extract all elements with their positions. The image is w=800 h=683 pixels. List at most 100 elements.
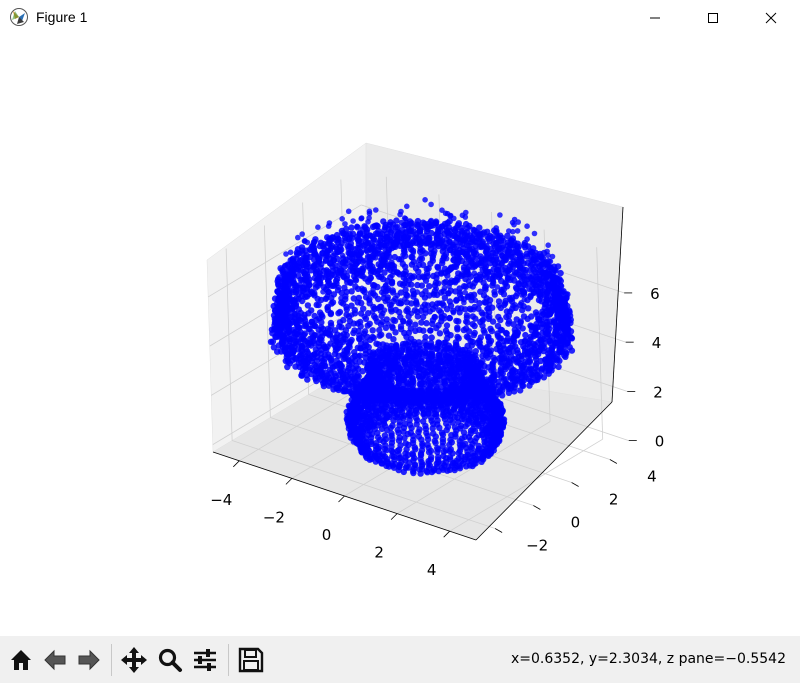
configure-subplots-button[interactable] (190, 645, 220, 675)
scatter-point (348, 302, 355, 309)
scatter-point (556, 347, 563, 354)
minimize-button[interactable] (626, 0, 684, 36)
scatter-point (480, 316, 486, 323)
save-icon (238, 647, 264, 673)
zoom-button[interactable] (155, 645, 185, 675)
scatter-point (428, 223, 435, 230)
scatter-point (391, 263, 398, 269)
scatter-point (311, 351, 318, 358)
scatter-point (485, 315, 492, 323)
scatter-point (418, 350, 426, 357)
scatter-point (479, 369, 487, 376)
grid-line (231, 440, 496, 529)
scatter-point (417, 403, 424, 410)
maximize-icon (708, 13, 718, 23)
scatter-point (344, 242, 351, 250)
scatter-point (374, 429, 381, 437)
scatter-point (397, 442, 404, 449)
scatter-point (313, 252, 320, 258)
maximize-button[interactable] (684, 0, 742, 36)
scatter-point (336, 272, 342, 279)
scatter-point (427, 327, 434, 334)
scatter-point (537, 277, 543, 283)
scatter-point (279, 343, 286, 350)
scatter-point (403, 277, 409, 283)
scatter-point (443, 388, 450, 395)
scatter-point (547, 258, 554, 265)
scatter-point (396, 434, 403, 441)
y-tick-mark (494, 528, 503, 533)
scatter-point (447, 212, 454, 219)
scatter-point (524, 359, 532, 366)
scatter-point (388, 302, 395, 308)
scatter-point (568, 347, 576, 354)
scatter-point (324, 248, 331, 255)
scatter-point (406, 318, 413, 326)
scatter-point (469, 450, 477, 457)
scatter-point (463, 234, 470, 241)
back-button[interactable] (40, 645, 70, 675)
scatter-point (281, 297, 288, 304)
scatter-point (434, 280, 442, 287)
scatter-point (303, 372, 311, 379)
y-tick-mark (609, 459, 618, 464)
scatter-point (402, 216, 409, 222)
scatter-point (499, 392, 506, 399)
scatter-point (462, 306, 469, 313)
scatter-point (346, 317, 354, 325)
scatter-point (482, 283, 490, 290)
scatter-point (494, 248, 500, 254)
scatter-point (407, 228, 413, 235)
save-button[interactable] (236, 645, 266, 675)
forward-button[interactable] (74, 645, 104, 675)
scatter-point (350, 257, 357, 264)
scatter-point (523, 250, 530, 257)
scatter-point (370, 254, 377, 261)
scatter-point (393, 398, 400, 405)
scatter-point (560, 335, 567, 342)
scatter-point (515, 219, 521, 225)
scatter-point (545, 242, 551, 248)
scatter-point (392, 387, 399, 394)
scatter-point (439, 207, 445, 213)
scatter-point (466, 222, 473, 230)
scatter-point (540, 288, 546, 294)
scatter-point (354, 427, 361, 434)
scatter-point (323, 295, 330, 301)
scatter-point (454, 326, 461, 333)
window-title: Figure 1 (36, 9, 88, 25)
scatter-point (524, 236, 530, 242)
scatter-point (474, 381, 481, 388)
scatter-point (267, 338, 275, 345)
scatter-point (471, 270, 478, 277)
grid-line (449, 438, 603, 532)
scatter-point (524, 223, 530, 229)
home-button[interactable] (6, 645, 36, 675)
y-tick-label: 2 (609, 491, 619, 509)
scatter-point (316, 315, 323, 322)
scatter-point (348, 288, 355, 295)
scatter-point (389, 272, 395, 279)
scatter-point (470, 264, 476, 271)
scatter-point (435, 233, 441, 240)
scatter-point (512, 381, 519, 388)
scatter-point (366, 297, 372, 304)
scatter-point (371, 357, 378, 365)
plot-canvas[interactable]: −4 −2 0 2 4 −2 0 2 4 0 2 4 6 (0, 36, 800, 636)
scatter-point (386, 413, 393, 420)
scatter-point (373, 340, 380, 347)
close-button[interactable] (742, 0, 800, 36)
grid-line (263, 225, 271, 418)
scatter-point (349, 312, 355, 318)
scatter-point (407, 221, 413, 227)
scatter-point (468, 259, 475, 265)
scatter-point (350, 218, 356, 224)
scatter-point (391, 317, 399, 324)
pan-button[interactable] (119, 645, 149, 675)
scatter-point (285, 325, 293, 333)
scatter-point (435, 339, 442, 346)
scatter-point (354, 299, 361, 306)
scatter-point (516, 243, 522, 250)
